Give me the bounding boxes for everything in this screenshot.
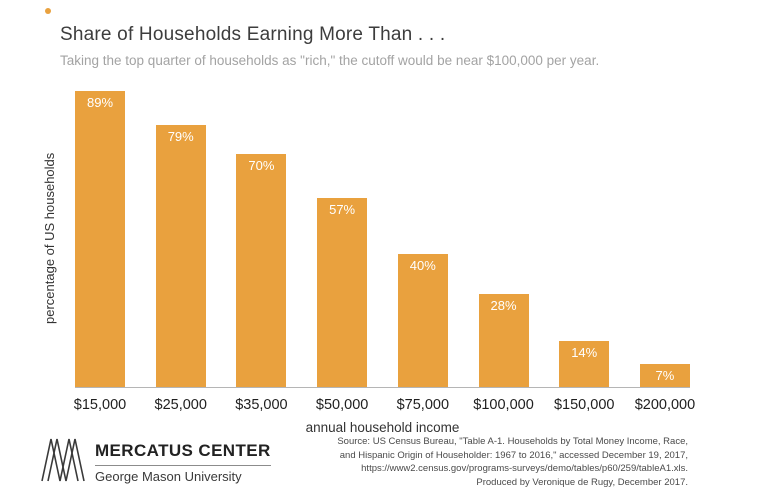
bar: 7% — [639, 363, 690, 387]
chart-title: Share of Households Earning More Than . … — [60, 24, 446, 45]
bar-value-label: 28% — [490, 297, 517, 313]
bar: 14% — [559, 340, 610, 387]
mercatus-brand: MERCATUS CENTER George Mason University — [40, 437, 271, 488]
x-tick-label: $35,000 — [235, 397, 288, 413]
x-tick-label: $25,000 — [154, 397, 207, 413]
brand-name: MERCATUS CENTER — [95, 440, 271, 460]
bar: 79% — [155, 124, 206, 387]
bar: 40% — [397, 254, 448, 387]
bar-value-label: 70% — [248, 158, 275, 174]
plot-area: 89% 79% 70% 57% 40% 28% 14% 7% — [75, 88, 690, 388]
x-axis-ticks: $15,000 $25,000 $35,000 $50,000 $75,000 $100,… — [73, 397, 696, 413]
brand-university: George Mason University — [95, 468, 242, 484]
x-tick-label: $50,000 — [315, 397, 369, 413]
bar-value-label: 40% — [409, 258, 436, 274]
brand-divider — [95, 464, 271, 466]
bar: 28% — [478, 293, 529, 387]
bar: 57% — [317, 197, 368, 387]
brand-text: MERCATUS CENTER George Mason University — [95, 441, 271, 484]
source-line: and Hispanic Origin of Householder: 1967… — [339, 449, 688, 461]
source-line: Produced by Veronique de Rugy, December … — [476, 477, 688, 489]
bar-value-label: 57% — [329, 201, 356, 217]
x-axis-label: annual household income — [305, 420, 460, 435]
bar-value-label: 89% — [86, 95, 114, 111]
x-tick-label: $200,000 — [634, 397, 696, 413]
footer: MERCATUS CENTER George Mason University … — [40, 435, 688, 490]
source-line: Source: US Census Bureau, "Table A-1. Ho… — [337, 435, 688, 447]
bar: 89% — [75, 91, 125, 387]
x-tick-label: $15,000 — [73, 397, 127, 413]
bar-value-label: 14% — [571, 344, 598, 360]
x-tick-label: $150,000 — [553, 397, 615, 413]
x-tick-label: $75,000 — [396, 397, 450, 413]
corner-dot — [45, 8, 51, 14]
source-line: https://www2.census.gov/programs-surveys… — [361, 463, 688, 475]
x-tick-label: $100,000 — [473, 397, 534, 413]
mercatus-logo-icon — [40, 437, 86, 488]
chart-header: Share of Households Earning More Than . … — [60, 24, 599, 68]
chart-subtitle: Taking the top quarter of households as … — [60, 53, 600, 68]
source-text: Source: US Census Bureau, "Table A-1. Ho… — [337, 435, 688, 490]
bar-value-label: 79% — [167, 128, 194, 144]
bar-chart: 89% 79% 70% 57% 40% 28% 14% 7% $15,000 $25,000 $3… — [73, 88, 696, 435]
bar-value-label: 7% — [655, 367, 675, 383]
bar: 70% — [236, 154, 287, 387]
y-axis-label: percentage of US households — [42, 152, 57, 324]
